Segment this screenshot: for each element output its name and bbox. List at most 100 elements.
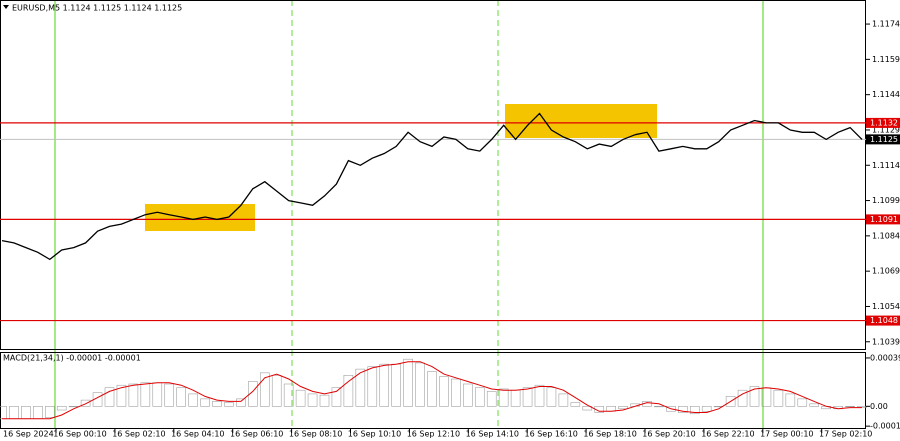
macd-bar — [749, 386, 760, 407]
macd-bar — [140, 382, 151, 407]
level-label-box — [866, 117, 900, 128]
x-tick-label: 16 Sep 02:10 — [112, 430, 165, 439]
macd-panel-frame — [0, 352, 866, 429]
x-tick-label: 16 Sep 16:10 — [524, 430, 577, 439]
current-price-box — [866, 134, 900, 145]
highlight-box — [505, 104, 657, 138]
macd-bar — [439, 376, 449, 407]
macd-bar — [403, 358, 413, 407]
price-panel-frame — [0, 0, 866, 350]
y-tick-label: 1.1159 — [872, 55, 900, 64]
macd-bar — [689, 406, 700, 415]
y-tick-label: -0.00016 — [870, 422, 900, 431]
macd-bar — [307, 393, 318, 407]
x-tick-label: 16 Sep 00:10 — [53, 430, 106, 439]
y-tick-label: 0.00 — [870, 402, 888, 411]
macd-bar — [295, 389, 306, 407]
macd-bar — [355, 368, 366, 407]
macd-bar — [546, 387, 557, 407]
macd-bar — [845, 406, 855, 408]
macd-bar — [343, 375, 354, 407]
y-tick-label: 1.1054 — [872, 302, 900, 311]
macd-bar — [176, 387, 186, 407]
macd-bar — [188, 393, 198, 407]
level-label-box — [866, 315, 900, 326]
x-tick-label: 16 Sep 12:10 — [407, 430, 460, 439]
y-tick-label: 1.1174 — [872, 20, 900, 29]
level-label: 1.1091 — [870, 215, 898, 224]
macd-bar — [415, 362, 425, 407]
y-tick-label: 1.1069 — [872, 267, 900, 276]
macd-bar — [451, 378, 461, 407]
macd-bar — [666, 406, 676, 412]
x-tick-label: 17 Sep 02:10 — [819, 430, 872, 439]
macd-bar — [104, 387, 115, 407]
macd-bar — [809, 403, 820, 407]
macd-bar — [474, 387, 485, 407]
macd-bar — [164, 383, 175, 407]
x-tick-label: 16 Sep 08:10 — [289, 430, 342, 439]
y-tick-label: 1.1114 — [872, 161, 900, 170]
macd-bar — [773, 389, 784, 407]
macd-bar — [785, 393, 796, 407]
macd-bar — [498, 388, 509, 407]
macd-bar — [200, 398, 210, 407]
signal-line — [2, 361, 862, 420]
macd-bar — [701, 406, 712, 412]
macd-bar — [283, 383, 294, 407]
macd-bar — [725, 396, 736, 407]
macd-bar — [44, 406, 55, 418]
current-price-label: 1.1125 — [870, 135, 898, 144]
y-tick-label: 1.1129 — [872, 125, 900, 134]
macd-bar — [463, 383, 473, 407]
x-tick-label: 16 Sep 20:10 — [642, 430, 695, 439]
macd-bar — [248, 381, 258, 407]
macd-bar — [427, 371, 437, 407]
macd-bar — [570, 402, 581, 407]
macd-bar — [116, 384, 127, 407]
menu-arrow — [3, 5, 9, 9]
macd-bar — [522, 387, 533, 407]
macd-bar — [224, 402, 234, 407]
macd-bar — [678, 406, 688, 413]
x-tick-label: 16 Sep 18:10 — [583, 430, 636, 439]
macd-bar — [80, 399, 91, 407]
macd-bar — [618, 406, 628, 410]
macd-bar — [486, 391, 497, 407]
x-tick-label: 16 Sep 06:10 — [230, 430, 283, 439]
level-label-box — [866, 214, 900, 225]
x-tick-label: 16 Sep 14:10 — [466, 430, 519, 439]
y-tick-label: 1.1144 — [872, 90, 900, 99]
macd-bar — [367, 366, 378, 407]
macd-bar — [128, 383, 139, 407]
macd-bar — [259, 372, 270, 407]
y-tick-label: 1.1039 — [872, 337, 900, 346]
macd-bar — [558, 393, 569, 407]
x-tick-label: 16 Sep 04:10 — [171, 430, 224, 439]
macd-bar — [534, 384, 545, 407]
macd-bar — [331, 387, 342, 407]
level-label: 1.1132 — [870, 118, 898, 127]
macd-bar — [319, 394, 330, 407]
price-line — [1, 112, 863, 261]
level-label: 1.1048 — [870, 316, 898, 325]
y-tick-label: 1.1099 — [872, 196, 900, 205]
macd-bar — [654, 406, 664, 408]
macd-bar — [56, 406, 67, 411]
x-tick-label: 16 Sep 10:10 — [348, 430, 401, 439]
y-tick-label: 0.00039 — [870, 353, 900, 362]
macd-bar — [236, 398, 246, 407]
macd-title: MACD(21,34,1) -0.00001 -0.00001 — [3, 354, 141, 363]
macd-bar — [212, 401, 222, 407]
macd-bar — [271, 375, 282, 407]
macd-bar — [797, 398, 808, 407]
y-tick-label: 1.1084 — [872, 231, 900, 240]
x-tick-label: 16 Sep 2024 — [3, 430, 54, 439]
x-tick-label: 17 Sep 00:10 — [760, 430, 813, 439]
macd-bar — [68, 406, 79, 408]
macd-bar — [582, 406, 593, 411]
x-tick-label: 16 Sep 22:10 — [701, 430, 754, 439]
macd-bar — [737, 389, 748, 407]
